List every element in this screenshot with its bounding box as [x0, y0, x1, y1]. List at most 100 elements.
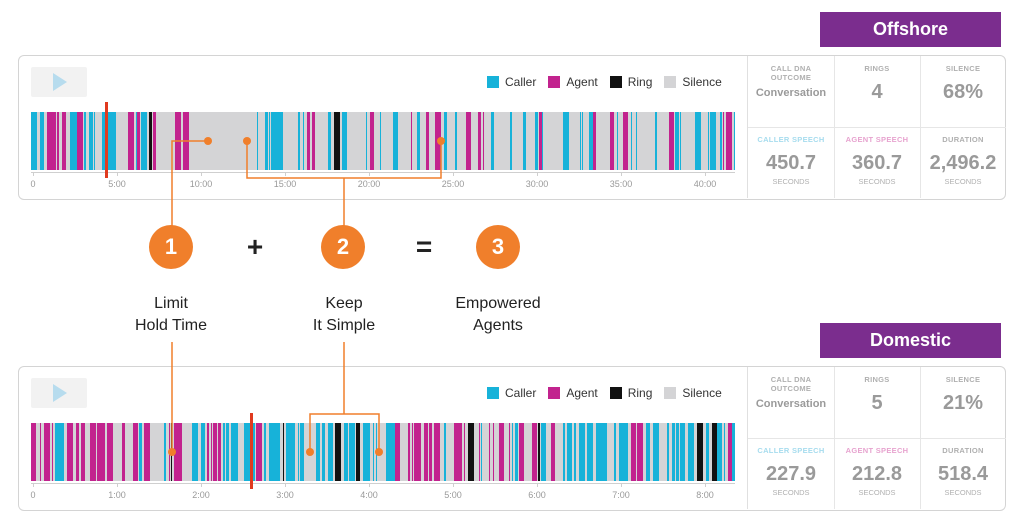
axis-tick-label: 35:00 — [609, 179, 633, 189]
speech-segment — [636, 112, 637, 170]
speech-segment — [669, 112, 674, 170]
speech-segment — [667, 423, 669, 481]
speech-segment — [286, 423, 291, 481]
speech-segment — [637, 423, 643, 481]
speech-segment — [625, 423, 628, 481]
speech-segment — [460, 423, 462, 481]
offshore-tag: Offshore — [820, 12, 1001, 47]
speech-segment — [610, 112, 614, 170]
speech-segment — [303, 112, 304, 170]
legend-label: Silence — [682, 75, 722, 89]
outcome-stat: CALL DNA OUTCOME Conversation — [748, 367, 834, 438]
axis-tick — [201, 172, 202, 176]
speech-segment — [593, 112, 596, 170]
speech-segment — [697, 423, 703, 481]
speech-segment — [536, 423, 537, 481]
axis-tick — [285, 483, 286, 487]
offshore-play-button[interactable] — [31, 67, 87, 97]
axis-tick-label: 6:00 — [528, 490, 546, 500]
speech-segment — [419, 423, 421, 481]
axis-tick — [117, 483, 118, 487]
speech-segment — [512, 423, 513, 481]
speech-segment — [164, 423, 166, 481]
speech-segment — [328, 423, 333, 481]
speech-segment — [510, 112, 512, 170]
stat-label: CALLER SPEECH — [757, 446, 825, 455]
speech-segment — [108, 112, 111, 170]
domestic-timeline-track[interactable] — [31, 423, 735, 481]
step-2-caption: Keep It Simple — [274, 293, 414, 337]
speech-segment — [523, 112, 526, 170]
speech-segment — [499, 423, 504, 481]
speech-segment — [128, 112, 134, 170]
stat-label: AGENT SPEECH — [845, 446, 909, 455]
speech-segment — [370, 112, 374, 170]
speech-segment — [312, 112, 315, 170]
legend-agent: Agent — [548, 386, 598, 400]
caller-speech-stat: CALLER SPEECH 450.7 SECONDS — [748, 127, 834, 198]
domestic-playhead[interactable] — [250, 413, 253, 489]
speech-segment — [672, 423, 675, 481]
speech-segment — [207, 423, 209, 481]
legend-silence: Silence — [664, 386, 722, 400]
speech-segment — [563, 423, 565, 481]
stat-label: AGENT SPEECH — [845, 135, 909, 144]
domestic-play-button[interactable] — [31, 378, 87, 408]
speech-segment — [34, 112, 37, 170]
speech-segment — [695, 112, 701, 170]
speech-segment — [455, 112, 457, 170]
axis-tick-label: 8:00 — [696, 490, 714, 500]
speech-segment — [708, 112, 709, 170]
speech-segment — [51, 112, 56, 170]
speech-segment — [67, 423, 73, 481]
speech-segment — [84, 112, 86, 170]
speech-segment — [31, 423, 36, 481]
axis-tick-label: 15:00 — [273, 179, 297, 189]
speech-segment — [269, 423, 275, 481]
agent-swatch — [548, 76, 561, 88]
speech-segment — [579, 423, 585, 481]
axis-tick — [201, 483, 202, 487]
stat-value: 4 — [871, 81, 883, 103]
speech-segment — [680, 423, 684, 481]
stat-unit: SECONDS — [858, 488, 896, 497]
domestic-call-panel: Caller Agent Ring Silence 0 1:00 2:00 3:00 4… — [18, 366, 1006, 511]
speech-segment — [712, 423, 717, 481]
legend-label: Agent — [566, 75, 598, 89]
ring-swatch — [609, 76, 622, 88]
speech-segment — [365, 423, 368, 481]
step-3-caption: Empowered Agents — [428, 293, 568, 337]
speech-segment — [342, 112, 347, 170]
stat-value: 21% — [942, 392, 984, 414]
axis-tick-label: 1:00 — [108, 490, 126, 500]
axis-tick — [117, 172, 118, 176]
axis-tick-label: 5:00 — [108, 179, 126, 189]
stat-label: DURATION — [942, 446, 984, 455]
offshore-legend: Caller Agent Ring Silence — [487, 75, 722, 89]
speech-segment — [434, 423, 440, 481]
legend-agent: Agent — [548, 75, 598, 89]
speech-segment — [515, 423, 518, 481]
speech-segment — [264, 423, 266, 481]
speech-segment — [211, 423, 212, 481]
speech-segment — [563, 112, 569, 170]
speech-segment — [153, 112, 156, 170]
silence-swatch — [664, 76, 677, 88]
offshore-playhead[interactable] — [105, 102, 108, 178]
speech-segment — [298, 423, 299, 481]
axis-tick — [453, 172, 454, 176]
speech-segment — [676, 423, 679, 481]
stat-label: RINGS — [864, 64, 890, 73]
play-icon — [53, 384, 67, 402]
stat-value: Conversation — [755, 398, 827, 410]
speech-segment — [589, 112, 591, 170]
speech-segment — [631, 112, 632, 170]
speech-segment — [617, 112, 618, 170]
domestic-stats: CALL DNA OUTCOME Conversation RINGS 5 SI… — [747, 367, 1006, 509]
speech-segment — [275, 423, 280, 481]
speech-segment — [76, 423, 79, 481]
agent-speech-stat: AGENT SPEECH 212.8 SECONDS — [834, 438, 920, 509]
speech-segment — [90, 423, 96, 481]
speech-segment — [429, 423, 432, 481]
speech-segment — [688, 423, 694, 481]
